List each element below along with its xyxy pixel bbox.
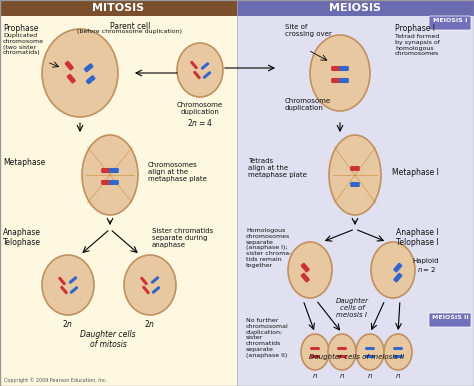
Bar — [237, 0, 474, 16]
Ellipse shape — [328, 334, 356, 370]
Ellipse shape — [356, 334, 384, 370]
Text: Anaphase I
Telophase I: Anaphase I Telophase I — [396, 228, 438, 247]
Text: Prophase: Prophase — [3, 24, 38, 33]
Text: Tetrad formed
by synapsis of
homologous
chromosomes: Tetrad formed by synapsis of homologous … — [395, 34, 440, 56]
Text: Sister chromatids
separate during
anaphase: Sister chromatids separate during anapha… — [152, 228, 213, 248]
Text: Prophase I: Prophase I — [395, 24, 435, 33]
Text: $n$: $n$ — [339, 372, 345, 380]
Text: Chromosome
duplication: Chromosome duplication — [285, 98, 331, 111]
Text: Duplicated
chromosome
(two sister
chromatids): Duplicated chromosome (two sister chroma… — [3, 33, 44, 56]
Text: $2n$: $2n$ — [145, 318, 155, 329]
Ellipse shape — [329, 135, 381, 215]
Ellipse shape — [42, 29, 118, 117]
Text: MEIOSIS: MEIOSIS — [329, 3, 381, 13]
Text: $2n$: $2n$ — [63, 318, 73, 329]
Text: No further
chromosomal
duplication;
sister
chromatids
separate
(anaphase II): No further chromosomal duplication; sist… — [246, 318, 289, 358]
Text: Copyright © 2009 Pearson Education, Inc.: Copyright © 2009 Pearson Education, Inc. — [4, 378, 107, 383]
Ellipse shape — [124, 255, 176, 315]
Text: $n$: $n$ — [395, 372, 401, 380]
Text: Daughter
cells of
meiosis I: Daughter cells of meiosis I — [336, 298, 368, 318]
Text: Daughter cells
of mitosis: Daughter cells of mitosis — [80, 330, 136, 349]
Ellipse shape — [288, 242, 332, 298]
Ellipse shape — [301, 334, 329, 370]
FancyBboxPatch shape — [429, 16, 471, 30]
Text: Site of
crossing over: Site of crossing over — [285, 24, 332, 37]
Ellipse shape — [310, 35, 370, 111]
Text: $2n = 4$: $2n = 4$ — [187, 117, 213, 128]
Text: (before chromosome duplication): (before chromosome duplication) — [78, 29, 182, 34]
Bar — [237, 16, 474, 386]
Text: Daughter cells of meiosis II: Daughter cells of meiosis II — [310, 354, 405, 360]
Text: Anaphase
Telophase: Anaphase Telophase — [3, 228, 41, 247]
Text: Metaphase: Metaphase — [3, 158, 45, 167]
Text: Metaphase I: Metaphase I — [392, 168, 439, 177]
Ellipse shape — [371, 242, 415, 298]
Text: Homologous
chromosomes
separate
(anaphase I);
sister chroma-
tids remain
togethe: Homologous chromosomes separate (anaphas… — [246, 228, 292, 268]
Text: MEIOSIS II: MEIOSIS II — [432, 315, 468, 320]
Text: Chromosomes
align at the
metaphase plate: Chromosomes align at the metaphase plate — [148, 162, 207, 182]
Text: $n$: $n$ — [312, 372, 318, 380]
Text: Tetrads
align at the
metaphase plate: Tetrads align at the metaphase plate — [248, 158, 307, 178]
Text: MITOSIS: MITOSIS — [92, 3, 144, 13]
Ellipse shape — [82, 135, 138, 215]
Text: Parent cell: Parent cell — [110, 22, 150, 31]
FancyBboxPatch shape — [429, 313, 471, 327]
Ellipse shape — [42, 255, 94, 315]
Text: $n$: $n$ — [367, 372, 373, 380]
Text: Chromosome
duplication: Chromosome duplication — [177, 102, 223, 115]
Bar — [0, 0, 237, 16]
Ellipse shape — [384, 334, 412, 370]
Text: Haploid
$n = 2$: Haploid $n = 2$ — [413, 258, 439, 274]
Bar — [0, 16, 237, 386]
Ellipse shape — [177, 43, 223, 97]
Text: MEIOSIS I: MEIOSIS I — [433, 18, 467, 23]
